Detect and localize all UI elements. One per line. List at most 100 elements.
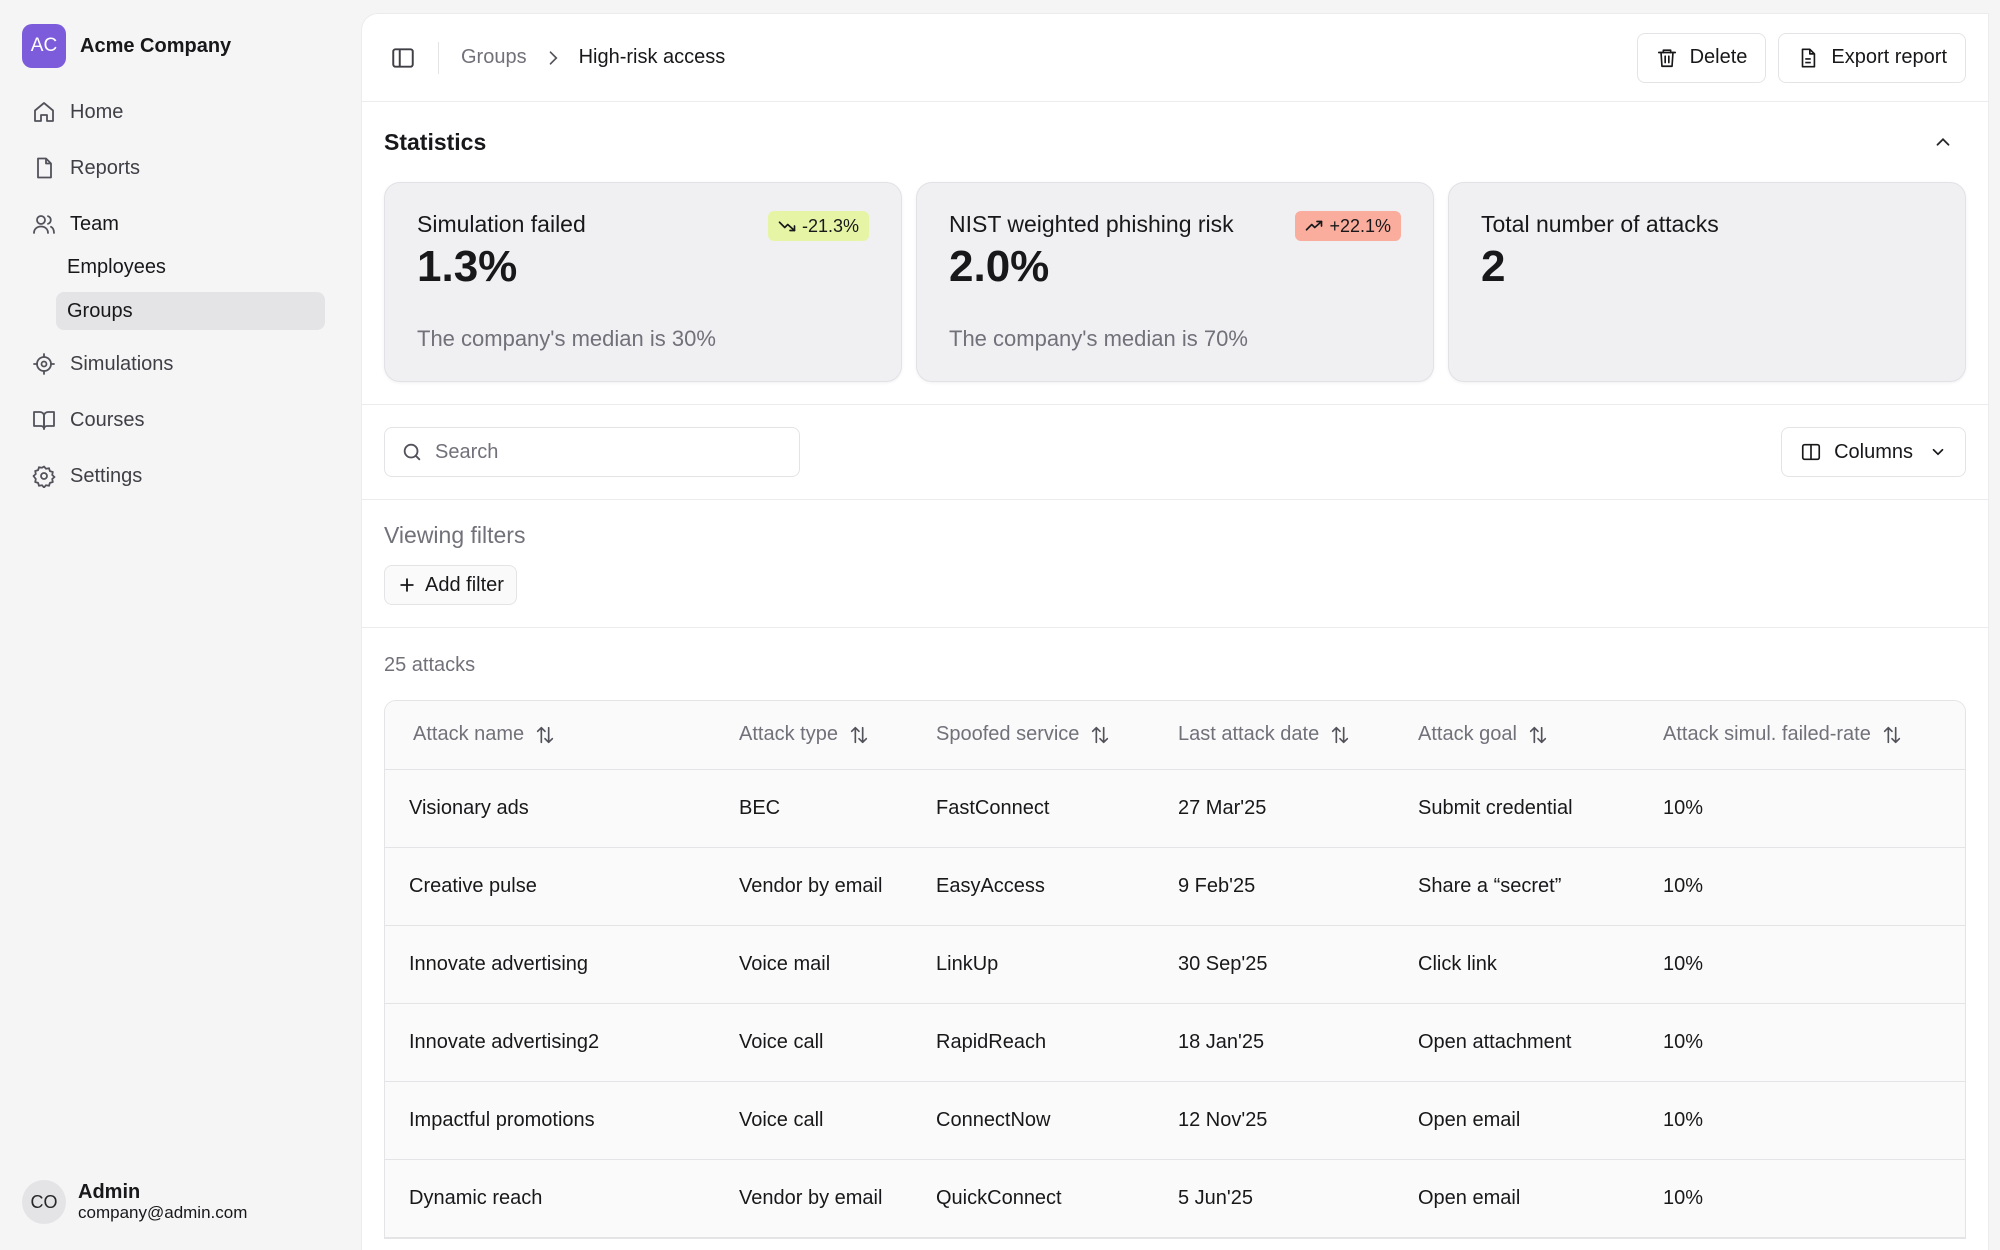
- sort-icon[interactable]: [1527, 724, 1549, 746]
- column-header-label: Attack type: [739, 723, 838, 746]
- company-switcher[interactable]: AC Acme Company: [22, 22, 342, 70]
- table-cell: Voice call: [739, 1003, 936, 1082]
- nav-item-employees[interactable]: Employees: [67, 256, 166, 278]
- user-email: company@admin.com: [78, 1203, 248, 1222]
- table-cell: 10%: [1663, 847, 1965, 926]
- search-input[interactable]: [435, 440, 775, 464]
- nav-label-simulations: Simulations: [70, 352, 174, 375]
- column-header-label: Attack simul. failed-rate: [1663, 723, 1871, 746]
- nav-item-groups[interactable]: Groups: [56, 292, 325, 330]
- stat-card-simulation-failed: Simulation failed 1.3% -21.3% The compan…: [384, 182, 902, 382]
- table-row[interactable]: Dynamic reach Vendor by email QuickConnect…: [385, 1159, 1965, 1238]
- sort-icon[interactable]: [1089, 724, 1111, 746]
- add-filter-button[interactable]: Add filter: [384, 565, 517, 605]
- topbar: Groups High-risk access Delete Export re…: [362, 14, 1988, 102]
- column-header-inner: Last attack date: [1178, 723, 1418, 746]
- nav-item-team[interactable]: Team: [20, 204, 342, 244]
- trend-badge: +22.1%: [1295, 211, 1401, 241]
- column-header[interactable]: Attack goal: [1418, 701, 1663, 770]
- divider: [362, 627, 1988, 628]
- attacks-table: Attack name Attack type Spoofed service Las…: [384, 700, 1966, 1239]
- column-header-inner: Attack goal: [1418, 723, 1663, 746]
- nav-label-reports: Reports: [70, 156, 141, 179]
- columns-icon: [1800, 441, 1822, 463]
- export-label: Export report: [1831, 46, 1947, 68]
- nav-item-courses[interactable]: Courses: [20, 400, 342, 440]
- column-header-inner: Attack name: [385, 723, 739, 746]
- sort-icon[interactable]: [1329, 724, 1351, 746]
- table-cell: 10%: [1663, 769, 1965, 848]
- table-cell: Voice call: [739, 1081, 936, 1160]
- stat-value: 1.3%: [417, 242, 518, 291]
- sort-icon[interactable]: [848, 724, 870, 746]
- stat-note: The company's median is 70%: [949, 326, 1248, 351]
- table-cell: Vendor by email: [739, 847, 936, 926]
- nav-item-settings[interactable]: Settings: [20, 456, 342, 496]
- main-panel: Groups High-risk access Delete Export re…: [362, 14, 1988, 1250]
- table-cell: 5 Jun'25: [1178, 1159, 1418, 1238]
- column-header-label: Last attack date: [1178, 723, 1320, 746]
- column-header-inner: Attack simul. failed-rate: [1663, 723, 1965, 746]
- chevron-up-icon[interactable]: [1932, 131, 1954, 153]
- breadcrumb-groups[interactable]: Groups: [461, 46, 527, 68]
- user-name: Admin: [78, 1181, 141, 1203]
- column-header[interactable]: Attack type: [739, 701, 936, 770]
- nav-label-team: Team: [70, 212, 119, 235]
- table-cell: 10%: [1663, 1159, 1965, 1238]
- nav-item-simulations[interactable]: Simulations: [20, 344, 342, 384]
- table-cell: 12 Nov'25: [1178, 1081, 1418, 1160]
- nav-item-reports[interactable]: Reports: [20, 148, 342, 188]
- table-body: Visionary ads BEC FastConnect 27 Mar'25 Subm…: [385, 769, 1965, 1238]
- table-cell: Open email: [1418, 1159, 1663, 1238]
- table-cell: 10%: [1663, 1003, 1965, 1082]
- user-info: Admin company@admin.com: [78, 1181, 247, 1223]
- table-row[interactable]: Visionary ads BEC FastConnect 27 Mar'25 Subm…: [385, 769, 1965, 848]
- divider: [362, 404, 1988, 405]
- document-icon: [32, 156, 56, 180]
- table-cell: Innovate advertising2: [385, 1003, 739, 1082]
- table-row[interactable]: Innovate advertising Voice mail LinkUp 30 S…: [385, 925, 1965, 1004]
- delete-label: Delete: [1689, 46, 1748, 68]
- table-cell: 10%: [1663, 925, 1965, 1004]
- column-header-inner: Spoofed service: [936, 723, 1178, 746]
- columns-button[interactable]: Columns: [1781, 427, 1966, 477]
- statistics-header[interactable]: Statistics: [362, 102, 1988, 182]
- column-header[interactable]: Spoofed service: [936, 701, 1178, 770]
- column-header[interactable]: Last attack date: [1178, 701, 1418, 770]
- sidebar: AC Acme Company Home Reports Team Employ…: [0, 0, 362, 1250]
- table-toolbar: Columns: [362, 405, 1988, 499]
- user-menu[interactable]: CO Admin company@admin.com: [22, 1180, 247, 1224]
- avatar: CO: [22, 1180, 66, 1224]
- search-box[interactable]: [384, 427, 800, 477]
- table-cell: EasyAccess: [936, 847, 1178, 926]
- sidebar-toggle-icon[interactable]: [390, 45, 416, 71]
- nav-item-home[interactable]: Home: [20, 92, 342, 132]
- home-icon: [32, 100, 56, 124]
- divider: [362, 499, 1988, 500]
- target-icon: [32, 352, 56, 376]
- table-cell: 9 Feb'25: [1178, 847, 1418, 926]
- sort-icon[interactable]: [534, 724, 556, 746]
- table-cell: Innovate advertising: [385, 925, 739, 1004]
- table-cell: ConnectNow: [936, 1081, 1178, 1160]
- company-logo: AC: [22, 24, 66, 68]
- table-cell: 10%: [1663, 1081, 1965, 1160]
- stat-label: NIST weighted phishing risk: [949, 211, 1234, 237]
- column-header[interactable]: Attack name: [385, 701, 739, 770]
- stat-value: 2: [1481, 242, 1506, 291]
- trend-value: -21.3%: [801, 215, 859, 236]
- column-header[interactable]: Attack simul. failed-rate: [1663, 701, 1965, 770]
- table-cell: BEC: [739, 769, 936, 848]
- team-subnav: Employees Groups: [56, 248, 342, 330]
- table-row[interactable]: Innovate advertising2 Voice call RapidReac…: [385, 1003, 1965, 1082]
- company-name: Acme Company: [80, 34, 232, 57]
- table-row[interactable]: Impactful promotions Voice call ConnectNow…: [385, 1081, 1965, 1160]
- delete-button[interactable]: Delete: [1636, 32, 1767, 83]
- table-cell: LinkUp: [936, 925, 1178, 1004]
- table-row[interactable]: Creative pulse Vendor by email EasyAccess 9…: [385, 847, 1965, 926]
- export-report-button[interactable]: Export report: [1778, 32, 1966, 83]
- sort-icon[interactable]: [1881, 724, 1903, 746]
- divider: [438, 41, 439, 74]
- stat-card-total-attacks: Total number of attacks 2: [1448, 182, 1966, 382]
- add-filter-label: Add filter: [425, 573, 504, 596]
